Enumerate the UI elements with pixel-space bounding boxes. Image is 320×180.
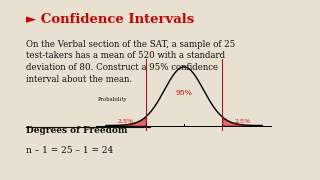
Text: n – 1 = 25 – 1 = 24: n – 1 = 25 – 1 = 24 [26, 146, 113, 155]
Text: ► Confidence Intervals: ► Confidence Intervals [26, 13, 194, 26]
Text: 2.5%: 2.5% [235, 119, 251, 124]
Text: Degrees of Freedom: Degrees of Freedom [26, 126, 127, 135]
Text: On the Verbal section of the SAT, a sample of 25
test-takers has a mean of 520 w: On the Verbal section of the SAT, a samp… [26, 40, 235, 84]
Text: 95%: 95% [176, 89, 192, 97]
Text: Probability: Probability [98, 97, 128, 102]
Text: 2.5%: 2.5% [117, 119, 133, 124]
